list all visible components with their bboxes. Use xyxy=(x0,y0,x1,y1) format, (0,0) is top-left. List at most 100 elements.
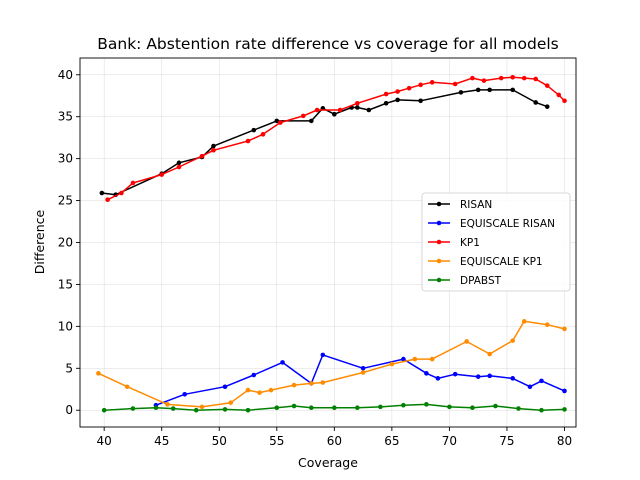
x-tick-label: 55 xyxy=(269,434,284,448)
data-point-dpabst xyxy=(222,407,228,412)
data-point-equiscale-kp1 xyxy=(124,384,130,390)
axis-ticks: 40 45 50 55 60 65 70 75 80 0 5 10 15 20 25 30 35 40 xyxy=(58,68,572,448)
data-point-equiscale-risan xyxy=(452,371,458,377)
series-kp1 xyxy=(105,74,567,203)
y-tick-label: 10 xyxy=(58,319,73,333)
y-tick-label: 20 xyxy=(58,236,73,250)
legend-swatch-marker xyxy=(436,239,442,245)
data-point-risan xyxy=(487,87,492,93)
data-point-risan xyxy=(99,190,105,196)
data-point-equiscale-risan xyxy=(435,376,441,381)
data-point-dpabst xyxy=(447,404,452,410)
data-point-risan xyxy=(544,104,550,109)
data-point-kp1 xyxy=(211,147,216,153)
data-point-equiscale-risan xyxy=(251,372,257,378)
x-tick-label: 65 xyxy=(384,434,399,448)
data-point-risan xyxy=(418,98,423,104)
data-point-kp1 xyxy=(406,85,412,91)
data-point-kp1 xyxy=(418,82,423,88)
data-point-kp1 xyxy=(521,75,527,81)
x-axis-label: Coverage xyxy=(298,455,358,470)
data-point-kp1 xyxy=(337,107,343,113)
legend-item-risan: RISAN xyxy=(428,199,492,211)
data-point-equiscale-kp1 xyxy=(412,356,418,362)
series-line-equiscale-risan xyxy=(155,354,565,406)
data-point-dpabst xyxy=(562,407,567,412)
x-tick-label: 50 xyxy=(212,434,227,448)
legend-item-dpabst: DPABST xyxy=(428,275,502,287)
data-point-dpabst xyxy=(332,405,337,411)
legend-swatch-marker xyxy=(436,201,442,207)
legend-label: RISAN xyxy=(460,199,492,211)
x-tick-label: 60 xyxy=(327,434,342,448)
data-point-risan xyxy=(332,111,337,117)
chart-title: Bank: Abstention rate difference vs cove… xyxy=(97,35,558,53)
data-point-kp1 xyxy=(355,100,360,106)
data-point-risan xyxy=(533,100,539,105)
legend-label: EQUISCALE KP1 xyxy=(460,256,543,268)
data-point-risan xyxy=(475,87,481,93)
data-point-dpabst xyxy=(101,407,107,413)
data-point-risan xyxy=(211,143,216,149)
data-point-risan xyxy=(458,90,464,95)
legend-label: DPABST xyxy=(460,275,502,287)
data-point-dpabst xyxy=(401,402,406,408)
legend-swatch-marker xyxy=(436,277,442,283)
y-tick-label: 30 xyxy=(58,152,73,166)
data-point-kp1 xyxy=(159,172,165,177)
data-point-kp1 xyxy=(314,107,320,113)
legend-swatch-marker xyxy=(436,220,442,226)
data-point-risan xyxy=(510,87,516,93)
y-tick-label: 0 xyxy=(65,403,73,417)
data-point-equiscale-risan xyxy=(510,376,516,381)
data-point-equiscale-risan xyxy=(401,356,406,362)
legend-label: KP1 xyxy=(460,237,480,249)
data-point-dpabst xyxy=(153,405,159,411)
data-point-kp1 xyxy=(470,75,475,81)
data-point-equiscale-kp1 xyxy=(199,404,205,410)
data-point-equiscale-risan xyxy=(562,388,567,394)
data-point-kp1 xyxy=(452,81,458,87)
series-dpabst xyxy=(101,402,567,413)
data-point-equiscale-risan xyxy=(487,373,492,379)
legend-item-kp1: KP1 xyxy=(428,237,480,249)
data-point-equiscale-risan xyxy=(280,360,285,365)
data-point-dpabst xyxy=(470,405,475,411)
x-tick-label: 45 xyxy=(154,434,169,448)
series-equiscale-kp1 xyxy=(96,319,567,410)
data-point-equiscale-risan xyxy=(475,374,481,379)
data-point-risan xyxy=(176,160,182,166)
data-point-equiscale-kp1 xyxy=(257,390,262,395)
data-point-dpabst xyxy=(274,405,280,411)
data-point-kp1 xyxy=(176,164,182,170)
x-tick-label: 40 xyxy=(97,434,112,448)
data-point-equiscale-kp1 xyxy=(268,387,274,393)
data-point-dpabst xyxy=(245,407,251,413)
data-point-dpabst xyxy=(291,403,297,409)
data-point-equiscale-kp1 xyxy=(165,402,170,407)
data-point-dpabst xyxy=(309,405,314,411)
legend-label: EQUISCALE RISAN xyxy=(460,218,555,230)
legend-box xyxy=(421,192,571,292)
legend-item-equiscale-risan: EQUISCALE RISAN xyxy=(428,218,555,230)
data-point-risan xyxy=(274,118,280,124)
data-point-equiscale-kp1 xyxy=(96,371,101,376)
data-point-equiscale-kp1 xyxy=(521,319,527,324)
data-point-kp1 xyxy=(562,98,567,104)
data-point-kp1 xyxy=(245,138,251,144)
data-point-dpabst xyxy=(355,405,360,411)
data-point-kp1 xyxy=(498,75,504,81)
data-point-equiscale-kp1 xyxy=(562,326,567,332)
data-point-dpabst xyxy=(378,404,383,410)
data-point-risan xyxy=(309,118,314,124)
data-point-equiscale-kp1 xyxy=(389,361,395,367)
x-tick-label: 70 xyxy=(442,434,457,448)
legend: RISAN EQUISCALE RISAN KP1 EQUISCALE KP1 DPAB… xyxy=(421,192,571,292)
data-point-dpabst xyxy=(424,402,429,407)
data-point-equiscale-kp1 xyxy=(245,387,251,393)
data-point-dpabst xyxy=(539,407,544,413)
data-point-risan xyxy=(355,105,360,110)
data-point-dpabst xyxy=(516,406,521,411)
y-tick-label: 25 xyxy=(58,194,73,208)
y-tick-label: 5 xyxy=(65,361,73,375)
